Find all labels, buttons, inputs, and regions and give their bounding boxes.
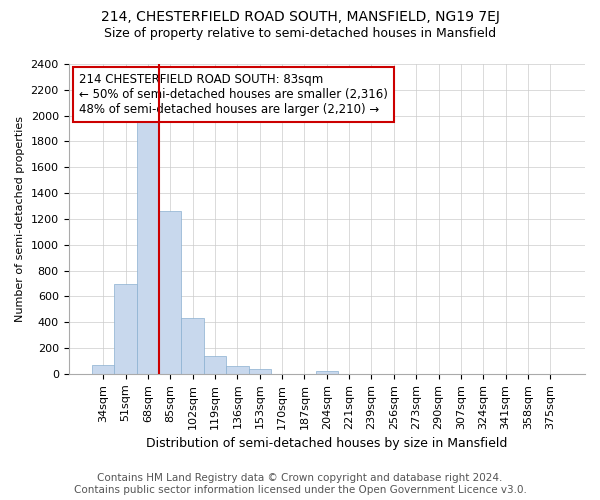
Text: 214 CHESTERFIELD ROAD SOUTH: 83sqm
← 50% of semi-detached houses are smaller (2,: 214 CHESTERFIELD ROAD SOUTH: 83sqm ← 50%… [79, 74, 388, 116]
Bar [181, 318, 204, 374]
Y-axis label: Number of semi-detached properties: Number of semi-detached properties [15, 116, 25, 322]
Text: 214, CHESTERFIELD ROAD SOUTH, MANSFIELD, NG19 7EJ: 214, CHESTERFIELD ROAD SOUTH, MANSFIELD,… [101, 10, 499, 24]
Text: Size of property relative to semi-detached houses in Mansfield: Size of property relative to semi-detach… [104, 28, 496, 40]
X-axis label: Distribution of semi-detached houses by size in Mansfield: Distribution of semi-detached houses by … [146, 437, 508, 450]
Bar [226, 366, 248, 374]
Bar [248, 370, 271, 374]
Bar [204, 356, 226, 374]
Bar [159, 211, 181, 374]
Bar [92, 365, 115, 374]
Bar [137, 122, 159, 374]
Bar [115, 284, 137, 374]
Text: Contains HM Land Registry data © Crown copyright and database right 2024.
Contai: Contains HM Land Registry data © Crown c… [74, 474, 526, 495]
Bar [316, 370, 338, 374]
